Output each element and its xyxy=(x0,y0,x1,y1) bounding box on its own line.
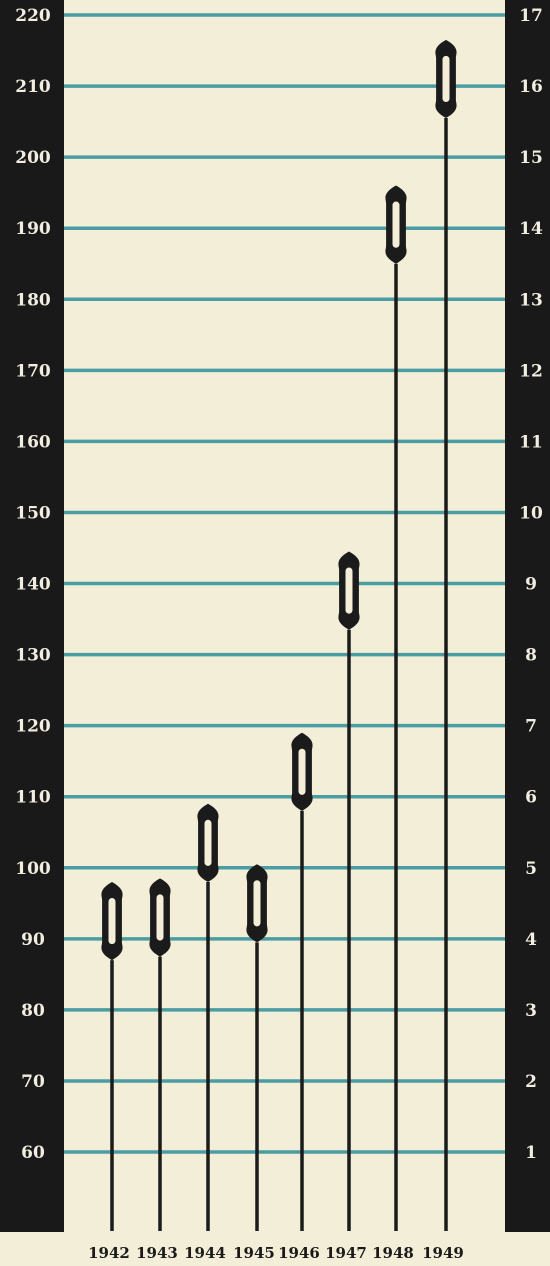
left-axis-tick-label: 200 xyxy=(15,148,51,168)
right-axis-tick-label: 2 xyxy=(525,1072,537,1092)
gridlines xyxy=(64,13,505,1154)
right-axis-tick-label: 14 xyxy=(519,219,543,239)
right-axis-tick-label: 1 xyxy=(525,1143,537,1163)
right-axis-tick-label: 15 xyxy=(519,148,543,168)
data-mark-1944 xyxy=(197,803,219,1231)
left-axis-tick-label: 150 xyxy=(15,503,51,523)
right-axis-tick-label: 9 xyxy=(525,575,537,595)
data-mark-1948 xyxy=(385,185,407,1231)
right-axis-tick-label: 7 xyxy=(525,717,537,737)
data-marks xyxy=(101,39,457,1231)
left-axis-tick-label: 140 xyxy=(15,575,51,595)
spindle-eye xyxy=(253,880,261,927)
right-axis-tick-label: 8 xyxy=(525,646,537,666)
left-axis-tick-label: 130 xyxy=(15,646,51,666)
spindle-eye xyxy=(204,819,212,866)
data-mark-1947 xyxy=(338,551,360,1231)
left-axis-tick-label: 110 xyxy=(15,788,51,808)
left-axis-tick-label: 60 xyxy=(21,1143,45,1163)
left-axis-ticks: 60 70 80 90 100 110 120 130 140 150 160 170 180 190 20… xyxy=(15,6,51,1163)
right-axis-tick-label: 12 xyxy=(519,361,543,381)
spindle-eye xyxy=(392,201,400,248)
x-axis-label: 1949 xyxy=(422,1244,464,1262)
left-axis-tick-label: 70 xyxy=(21,1072,45,1092)
right-axis-tick-label: 11 xyxy=(519,432,543,452)
right-axis-tick-label: 13 xyxy=(519,290,543,310)
spindle-eye xyxy=(298,748,306,795)
left-axis-band xyxy=(0,0,64,1232)
spindle-eye xyxy=(108,897,116,945)
spindle-eye xyxy=(345,567,353,614)
spindle-eye xyxy=(442,55,450,103)
x-axis-label: 1943 xyxy=(136,1244,178,1262)
left-axis-tick-label: 180 xyxy=(15,290,51,310)
left-axis-tick-label: 160 xyxy=(15,432,51,452)
x-axis-label: 1942 xyxy=(88,1244,130,1262)
x-axis-label: 1944 xyxy=(184,1244,226,1262)
x-axis-labels: 1942 1943 1944 1945 1946 1947 1948 1949 xyxy=(88,1244,464,1262)
right-axis-tick-label: 16 xyxy=(519,77,543,97)
right-axis-band xyxy=(505,0,550,1232)
left-axis-tick-label: 90 xyxy=(21,930,45,950)
right-axis-tick-label: 6 xyxy=(525,788,537,808)
x-axis-label: 1946 xyxy=(278,1244,320,1262)
left-axis-tick-label: 80 xyxy=(21,1001,45,1021)
right-axis-tick-label: 4 xyxy=(525,930,537,950)
x-axis-label: 1945 xyxy=(233,1244,275,1262)
data-mark-1945 xyxy=(246,864,268,1231)
right-axis-tick-label: 3 xyxy=(525,1001,537,1021)
spindle-eye xyxy=(156,894,164,941)
right-axis-tick-label: 5 xyxy=(525,859,537,879)
left-axis-tick-label: 210 xyxy=(15,77,51,97)
right-axis-tick-label: 17 xyxy=(519,6,543,26)
x-axis-label: 1947 xyxy=(325,1244,367,1262)
x-axis-label: 1948 xyxy=(372,1244,414,1262)
data-mark-1942 xyxy=(101,881,123,1231)
left-axis-tick-label: 190 xyxy=(15,219,51,239)
data-mark-1943 xyxy=(149,878,171,1231)
left-axis-tick-label: 170 xyxy=(15,361,51,381)
data-mark-1949 xyxy=(435,39,457,1231)
right-axis-tick-label: 10 xyxy=(519,503,543,523)
data-mark-1946 xyxy=(291,732,313,1231)
left-axis-tick-label: 120 xyxy=(15,717,51,737)
left-axis-tick-label: 220 xyxy=(15,6,51,26)
left-axis-tick-label: 100 xyxy=(15,859,51,879)
